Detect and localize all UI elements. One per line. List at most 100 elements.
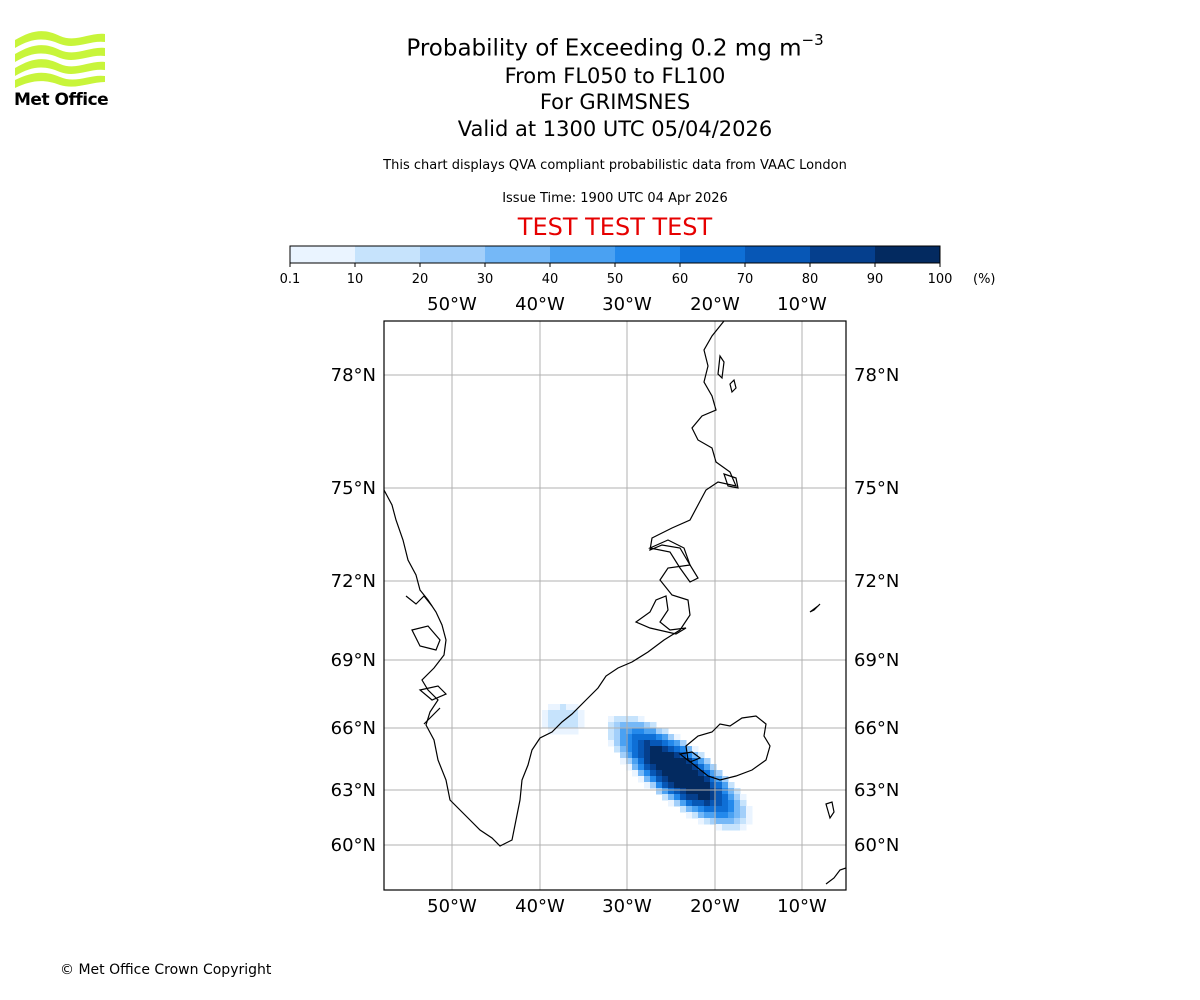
ash-cell <box>608 734 615 741</box>
ash-cell <box>698 800 705 807</box>
ash-cell <box>644 758 651 765</box>
ash-cell <box>578 716 585 723</box>
ash-cell <box>692 746 699 753</box>
ash-cell <box>632 728 639 735</box>
ash-cell <box>704 818 711 825</box>
ash-cell <box>626 758 633 765</box>
ash-cell <box>746 818 753 825</box>
ash-cell <box>668 800 675 807</box>
ash-cell <box>716 788 723 795</box>
valid-time: Valid at 1300 UTC 05/04/2026 <box>457 117 773 141</box>
ash-cell <box>638 740 645 747</box>
ash-cell <box>644 770 651 777</box>
colorbar-cells <box>290 246 941 263</box>
ash-cell <box>704 776 711 783</box>
ash-cell <box>542 716 549 723</box>
ash-cell <box>620 746 627 753</box>
ash-cell <box>716 812 723 819</box>
ash-cell <box>680 746 687 753</box>
ash-cell <box>728 800 735 807</box>
ash-cell <box>704 770 711 777</box>
ash-cell <box>632 716 639 723</box>
colorbar-unit: (%) <box>973 272 996 287</box>
ash-cell <box>710 812 717 819</box>
greenland-island-3 <box>723 473 739 489</box>
lon-label: 40°W <box>515 896 565 917</box>
ash-cell <box>698 752 705 759</box>
lon-label: 20°W <box>690 896 740 917</box>
ash-cell <box>692 788 699 795</box>
chart-title-exponent: −3 <box>801 31 824 49</box>
ash-cell <box>662 770 669 777</box>
ash-cell <box>692 776 699 783</box>
ash-cell <box>566 704 573 711</box>
ash-cell <box>734 794 741 801</box>
ash-cell <box>680 782 687 789</box>
greenland-fjord-1 <box>648 539 699 583</box>
ash-cell <box>668 794 675 801</box>
lon-label: 50°W <box>427 896 477 917</box>
ash-cell <box>698 764 705 771</box>
ash-cell <box>626 734 633 741</box>
ash-cell <box>572 728 579 735</box>
ash-cell <box>716 770 723 777</box>
ash-cell <box>662 764 669 771</box>
ash-cell <box>626 764 633 771</box>
ash-cell <box>710 794 717 801</box>
colorbar-cell <box>420 246 486 263</box>
ash-cell <box>686 782 693 789</box>
lat-label: 69°N <box>854 650 899 671</box>
ash-cell <box>656 770 663 777</box>
ash-cell <box>650 758 657 765</box>
ash-cell <box>680 794 687 801</box>
ash-cell <box>674 770 681 777</box>
greenland-island-1 <box>717 354 725 380</box>
ash-cell <box>608 740 615 747</box>
met-office-logo-waves <box>15 31 105 88</box>
ash-cell <box>704 800 711 807</box>
flight-level-range: From FL050 to FL100 <box>504 64 726 88</box>
ash-cell <box>692 752 699 759</box>
ash-cell <box>626 740 633 747</box>
ash-cell <box>692 812 699 819</box>
ash-cell <box>710 806 717 813</box>
chart-title: Probability of Exceeding 0.2 mg m−3 <box>0 28 1200 63</box>
lon-label: 20°W <box>690 294 740 315</box>
colorbar-tick-label: 80 <box>802 272 819 287</box>
ash-cell <box>644 740 651 747</box>
ash-cell <box>548 710 555 717</box>
colorbar-cell <box>290 246 356 263</box>
ash-cell <box>548 704 555 711</box>
faroe-islands <box>825 801 835 820</box>
ash-cell <box>680 752 687 759</box>
ash-cell <box>686 746 693 753</box>
ash-cell <box>662 758 669 765</box>
ash-cell <box>674 734 681 741</box>
ash-cell <box>560 722 567 729</box>
ash-cell <box>698 782 705 789</box>
colorbar-tick-label: 100 <box>928 272 953 287</box>
ash-cell <box>560 704 567 711</box>
ash-cell <box>716 782 723 789</box>
ash-cell <box>662 782 669 789</box>
ash-cell <box>620 734 627 741</box>
ash-cell <box>740 806 747 813</box>
ash-cell <box>650 770 657 777</box>
ash-cell <box>668 770 675 777</box>
ash-cell <box>626 752 633 759</box>
ash-cell <box>572 704 579 711</box>
ash-cell <box>740 824 747 831</box>
ash-cell <box>734 812 741 819</box>
ash-cell <box>668 758 675 765</box>
ash-cell <box>614 746 621 753</box>
ash-cell <box>728 812 735 819</box>
colorbar-cell <box>810 246 876 263</box>
ash-cell <box>698 770 705 777</box>
ash-cell <box>704 806 711 813</box>
ash-cell <box>650 764 657 771</box>
lat-label: 66°N <box>854 718 899 739</box>
ash-cell <box>632 764 639 771</box>
ash-cell <box>686 764 693 771</box>
ash-cell <box>656 746 663 753</box>
ash-cell <box>650 776 657 783</box>
